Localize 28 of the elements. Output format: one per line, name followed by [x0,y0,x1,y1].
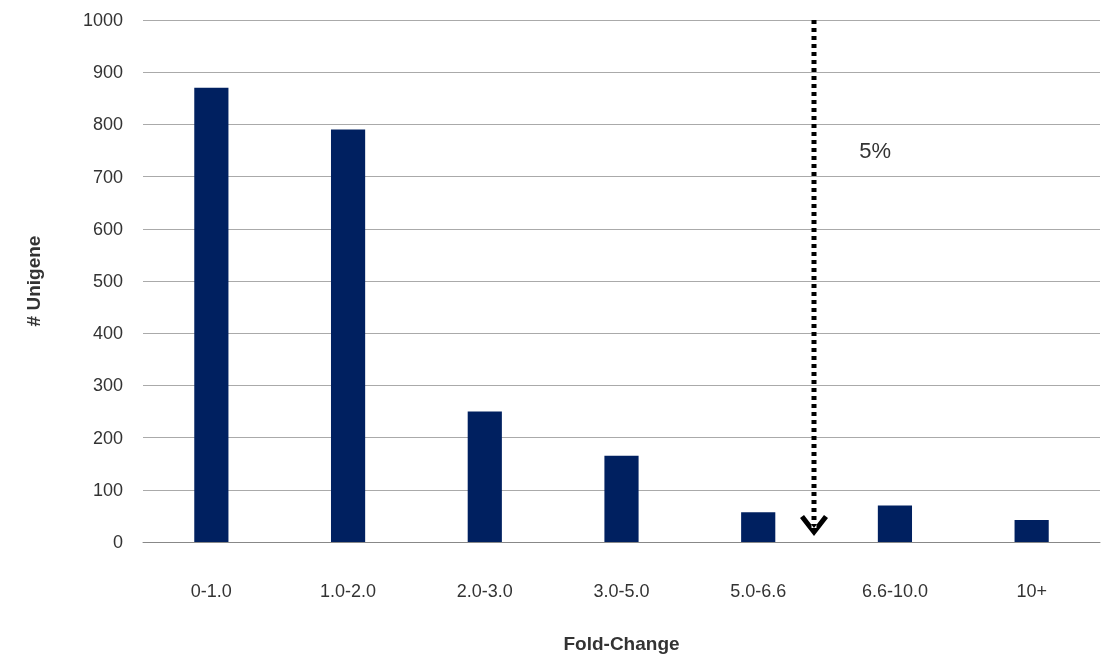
x-tick-label: 0-1.0 [190,581,232,601]
y-tick-label: 500 [92,271,123,291]
annotation: 5% [859,138,892,164]
bar [877,505,913,542]
x-tick-label: 5.0-6.6 [730,581,787,601]
x-tick-label: 2.0-3.0 [456,581,513,601]
y-tick-label: 600 [92,218,123,239]
x-tick-label: 10+ [1016,581,1047,601]
y-tick-label: 0 [112,532,123,552]
y-tick-label: 100 [92,479,123,500]
y-tick-label: 800 [92,114,123,135]
y-tick-label: 900 [92,62,123,83]
bar [467,411,502,542]
bar [604,455,639,542]
bar [1014,520,1049,542]
x-axis-title: Fold-Change [563,633,680,654]
bar [330,129,366,542]
x-tick-label: 6.6-10.0 [861,581,928,601]
y-tick-label: 1000 [82,10,123,30]
y-tick-label: 200 [92,427,123,448]
y-tick-label: 700 [92,166,123,187]
bar [741,512,776,542]
x-tick-label: 1.0-2.0 [320,581,377,601]
y-tick-label: 400 [92,323,123,344]
y-axis-title: # Unigene [23,235,44,327]
bar [194,87,229,542]
y-tick-label: 300 [92,375,123,396]
x-tick-label: 3.0-5.0 [593,581,650,601]
